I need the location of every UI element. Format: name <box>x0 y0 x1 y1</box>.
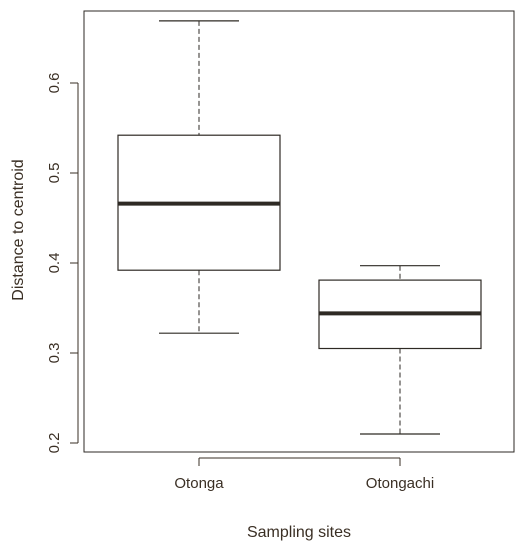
x-axis-label: Sampling sites <box>247 524 351 541</box>
y-tick-label: 0.5 <box>46 163 63 184</box>
y-tick-label: 0.4 <box>46 253 63 274</box>
box-otonga <box>117 20 281 334</box>
boxes-layer <box>117 20 482 435</box>
plot-frame <box>83 10 515 453</box>
y-axis-label: Distance to centroid <box>10 159 27 300</box>
x-axis: Otonga Otongachi <box>174 457 434 492</box>
x-tick-label: Otongachi <box>366 475 434 492</box>
y-tick-label: 0.2 <box>46 433 63 454</box>
y-axis: 0.2 0.3 0.4 0.5 0.6 <box>46 73 79 454</box>
box-otongachi <box>318 265 482 435</box>
y-tick-label: 0.3 <box>46 343 63 364</box>
y-tick-label: 0.6 <box>46 73 63 94</box>
x-tick-label: Otonga <box>174 475 224 492</box>
